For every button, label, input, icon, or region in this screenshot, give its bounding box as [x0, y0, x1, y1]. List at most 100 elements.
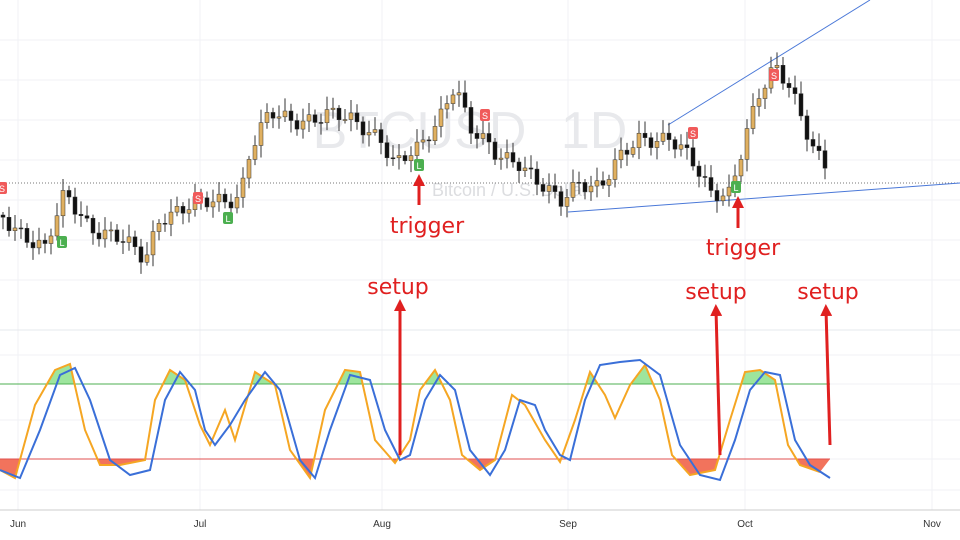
marker-label: S	[0, 184, 5, 194]
candle-body	[654, 141, 660, 148]
candle-body	[774, 65, 780, 68]
candle-body	[450, 94, 456, 104]
candle-body	[270, 112, 276, 119]
candle-body	[30, 242, 36, 249]
overbought-fill	[0, 364, 830, 384]
candle-body	[66, 190, 72, 198]
candle-body	[618, 149, 624, 161]
annotation-arrow	[820, 304, 833, 446]
candle-body	[762, 87, 768, 99]
marker-badge	[223, 212, 233, 224]
candle-body	[492, 141, 498, 160]
candle-body	[132, 236, 138, 248]
candle-body	[684, 144, 690, 149]
candle-body	[114, 229, 120, 242]
candle-body	[540, 184, 546, 192]
candle-body	[408, 155, 414, 162]
candle-body	[402, 155, 408, 162]
time-label: Jul	[194, 519, 207, 530]
time-axis: Jun Jul Aug Sep Oct Nov	[10, 519, 941, 530]
candles	[0, 52, 828, 274]
candle-body	[102, 229, 108, 240]
candle-body	[672, 139, 678, 150]
candle-body	[780, 65, 786, 84]
candle-body	[816, 145, 822, 151]
oscillator	[0, 358, 831, 482]
candle-body	[36, 239, 42, 249]
candle-body	[798, 93, 804, 117]
annotation-text: setup	[797, 280, 859, 305]
marker-badge	[769, 69, 779, 81]
marker-label: S	[482, 111, 488, 121]
annotation-text: trigger	[706, 236, 781, 261]
candle-body	[150, 231, 156, 256]
candle-body	[276, 116, 282, 119]
candle-body	[174, 206, 180, 213]
candle-body	[576, 182, 582, 184]
candle-body	[378, 129, 384, 143]
candle-body	[384, 142, 390, 159]
candle-body	[564, 197, 570, 207]
candle-body	[78, 214, 84, 216]
candle-body	[138, 246, 144, 263]
candle-body	[570, 182, 576, 198]
candle-body	[90, 217, 96, 234]
candle-body	[678, 144, 684, 150]
candle-body	[96, 232, 102, 240]
candle-body	[234, 197, 240, 209]
candle-body	[804, 115, 810, 140]
candle-body	[462, 92, 468, 108]
time-label: Nov	[923, 519, 941, 530]
time-label: Oct	[737, 519, 753, 530]
candle-body	[552, 185, 558, 192]
candle-body	[348, 112, 354, 120]
candle-body	[738, 159, 744, 177]
candle-body	[42, 239, 48, 244]
candle-body	[306, 114, 312, 122]
marker-label: S	[771, 71, 777, 81]
candle-body	[282, 110, 288, 118]
marker-label: L	[733, 183, 738, 193]
time-label: Jun	[10, 519, 26, 530]
candle-body	[180, 206, 186, 214]
candle-body	[444, 103, 450, 110]
candle-body	[396, 155, 402, 159]
markers: S L S L L S S L S	[0, 69, 779, 248]
candle-body	[810, 139, 816, 147]
candle-body	[606, 179, 612, 186]
time-label: Aug	[373, 519, 391, 530]
annotation-arrow	[710, 304, 723, 456]
marker-badge	[193, 192, 203, 204]
candle-body	[258, 122, 264, 146]
candle-body	[588, 185, 594, 193]
candle-body	[756, 98, 762, 107]
marker-badge	[731, 181, 741, 193]
candle-body	[252, 145, 258, 160]
candle-body	[312, 114, 318, 123]
candle-body	[642, 132, 648, 138]
candle-body	[6, 217, 12, 231]
annotation-text: setup	[367, 275, 429, 300]
candle-body	[222, 193, 228, 203]
candle-body	[144, 254, 150, 263]
candle-body	[432, 126, 438, 142]
candle-body	[168, 211, 174, 225]
candle-body	[558, 191, 564, 207]
candle-body	[84, 215, 90, 219]
candle-body	[24, 228, 30, 243]
candle-body	[624, 149, 630, 155]
annotation-text: trigger	[390, 214, 465, 239]
annotations: trigger trigger setup setup setup	[367, 174, 859, 456]
candle-body	[228, 201, 234, 209]
marker-label: L	[59, 238, 64, 248]
candle-body	[108, 229, 114, 232]
candle-body	[792, 87, 798, 94]
trendline	[567, 182, 960, 213]
candle-body	[54, 215, 60, 237]
candle-body	[162, 223, 168, 225]
candle-body	[648, 137, 654, 148]
candle-body	[60, 190, 66, 217]
candle-body	[216, 193, 222, 203]
candle-body	[336, 107, 342, 121]
candle-body	[366, 132, 372, 136]
